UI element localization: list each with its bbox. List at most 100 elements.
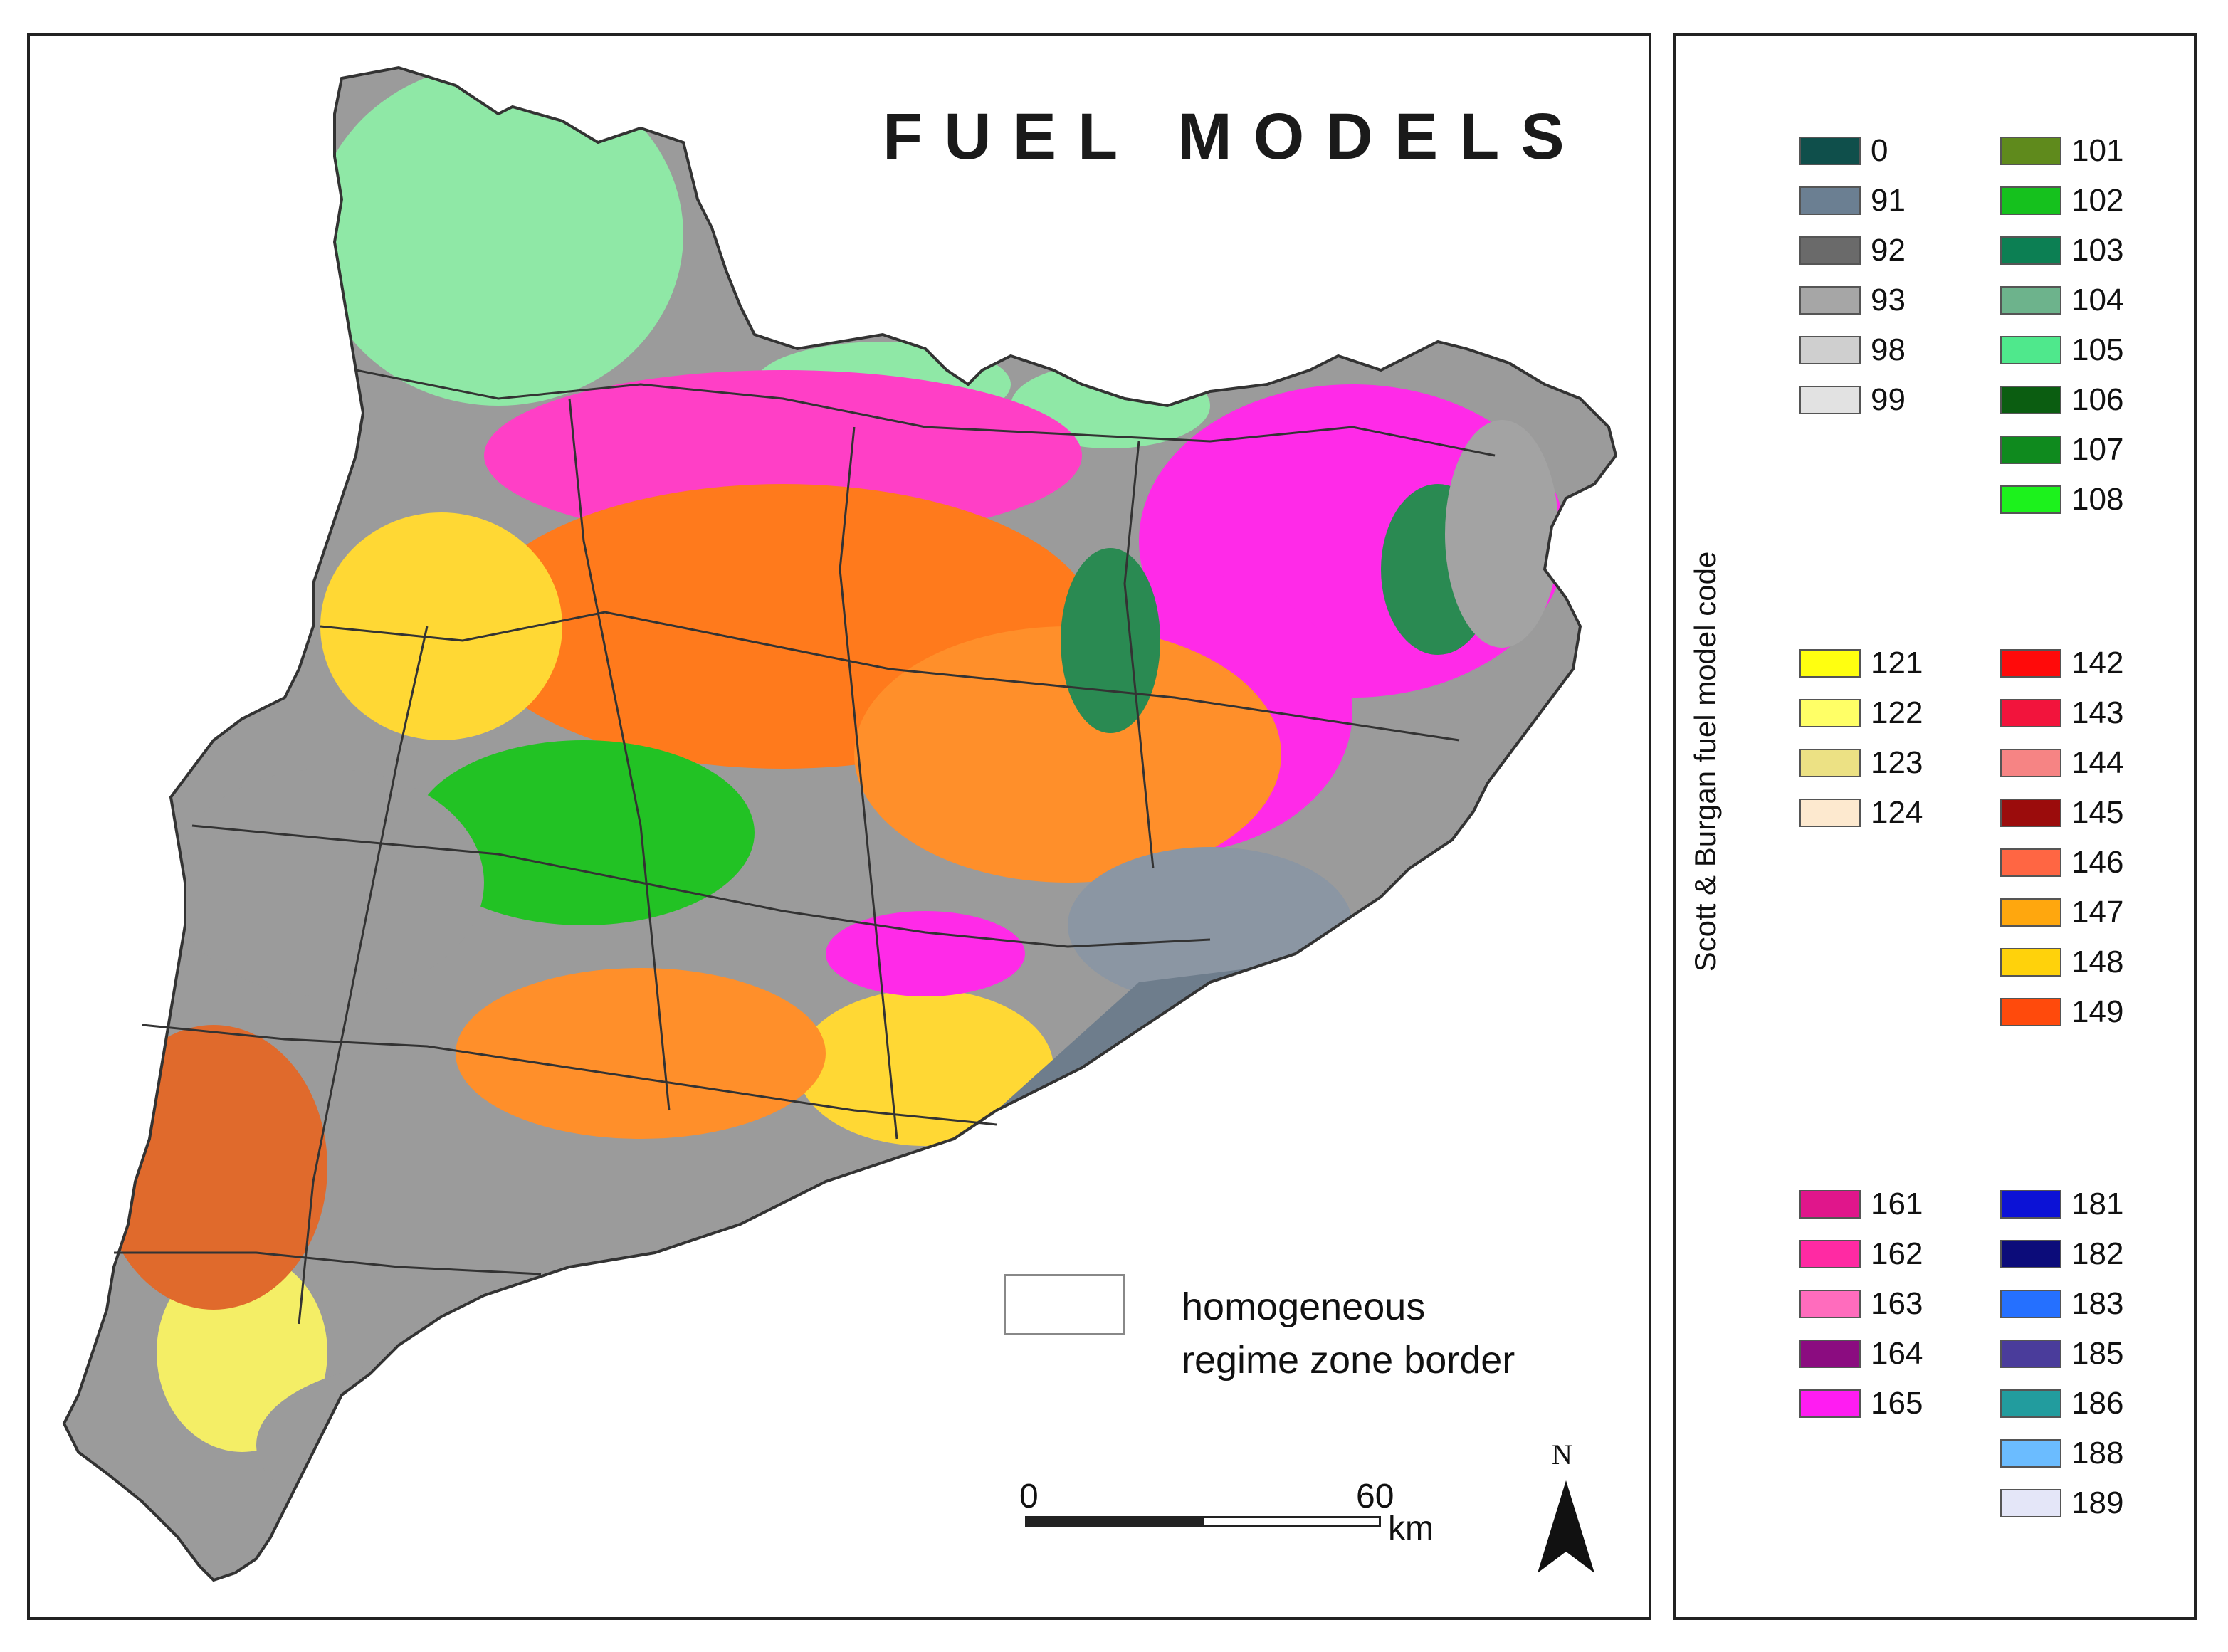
legend-label-0: 0 [1871,133,1888,168]
legend-swatch-106 [2000,386,2061,414]
legend-swatch-104 [2000,286,2061,315]
legend-label-181: 181 [2071,1187,2124,1221]
legend-label-106: 106 [2071,382,2124,417]
legend-swatch-145 [2000,799,2061,827]
legend-label-145: 145 [2071,795,2124,830]
legend-item-189: 189 [2000,1485,2124,1520]
legend-swatch-186 [2000,1389,2061,1418]
legend-swatch-102 [2000,186,2061,215]
legend-item-91: 91 [1799,183,1906,218]
legend-label-102: 102 [2071,183,2124,218]
legend-swatch-164 [1799,1340,1861,1368]
legend-item-0: 0 [1799,133,1888,168]
legend-item-183: 183 [2000,1286,2123,1321]
legend-item-148: 148 [2000,945,2123,979]
legend-swatch-93 [1799,286,1861,315]
legend-item-108: 108 [2000,482,2124,517]
legend-label-149: 149 [2071,994,2124,1029]
legend-item-121: 121 [1799,646,1923,680]
legend-swatch-161 [1799,1190,1861,1219]
legend-label-182: 182 [2071,1236,2124,1271]
legend-swatch-181 [2000,1190,2061,1219]
legend-swatch-189 [2000,1489,2061,1517]
legend-item-123: 123 [1799,745,1923,780]
legend-label-163: 163 [1871,1286,1923,1321]
legend-swatch-163 [1799,1290,1861,1318]
legend-swatch-98 [1799,336,1861,364]
legend-item-92: 92 [1799,233,1906,268]
legend-swatch-165 [1799,1389,1861,1418]
legend-swatch-122 [1799,699,1861,727]
legend-swatch-0 [1799,137,1861,165]
legend-swatch-91 [1799,186,1861,215]
legend-item-188: 188 [2000,1436,2124,1471]
legend-item-124: 124 [1799,795,1923,830]
legend-swatch-107 [2000,436,2061,464]
map-title: FUEL MODELS [883,100,1586,173]
legend-swatch-144 [2000,749,2061,777]
legend-item-93: 93 [1799,283,1906,317]
legend-swatch-105 [2000,336,2061,364]
legend-item-147: 147 [2000,895,2124,930]
legend-label-164: 164 [1871,1336,1923,1371]
legend-item-164: 164 [1799,1336,1923,1371]
legend-label-123: 123 [1871,745,1923,780]
north-arrow-icon [1538,1480,1594,1573]
legend-item-162: 162 [1799,1236,1923,1271]
legend-item-143: 143 [2000,695,2123,730]
legend-swatch-142 [2000,649,2061,678]
legend-item-104: 104 [2000,283,2124,317]
legend-item-182: 182 [2000,1236,2124,1271]
legend-swatch-188 [2000,1439,2061,1468]
legend-item-107: 107 [2000,432,2124,467]
legend-label-189: 189 [2071,1485,2124,1520]
legend-label-185: 185 [2071,1336,2124,1371]
north-label: N [1552,1438,1572,1471]
scale-end-label: 60 [1356,1478,1394,1515]
legend-item-101: 101 [2000,133,2124,168]
legend-swatch-147 [2000,898,2061,927]
legend-swatch-183 [2000,1290,2061,1318]
legend-label-121: 121 [1871,646,1923,680]
legend-label-107: 107 [2071,432,2124,467]
legend-label-142: 142 [2071,646,2124,680]
zone-borders [114,369,1496,1325]
scale-bar-light-segment [1202,1516,1381,1527]
legend-swatch-99 [1799,386,1861,414]
legend-label-161: 161 [1871,1187,1923,1221]
legend-item-181: 181 [2000,1187,2124,1221]
legend-swatch-103 [2000,236,2061,265]
legend-item-149: 149 [2000,994,2124,1029]
legend-item-161: 161 [1799,1187,1923,1221]
legend-item-144: 144 [2000,745,2123,780]
legend-item-146: 146 [2000,845,2124,880]
legend-swatch-108 [2000,485,2061,514]
legend-label-92: 92 [1871,233,1906,268]
legend-item-145: 145 [2000,795,2124,830]
legend-label-147: 147 [2071,895,2124,930]
legend-swatch-124 [1799,799,1861,827]
legend-label-101: 101 [2071,133,2124,168]
legend-label-188: 188 [2071,1436,2124,1471]
legend-item-185: 185 [2000,1336,2124,1371]
legend-item-105: 105 [2000,332,2123,367]
legend-frame [1673,33,2197,1620]
legend-item-186: 186 [2000,1386,2123,1421]
zone-border-legend-swatch [1004,1274,1125,1335]
legend-swatch-149 [2000,998,2061,1026]
legend-item-142: 142 [2000,646,2124,680]
legend-swatch-162 [1799,1240,1861,1268]
legend-label-99: 99 [1871,382,1906,417]
scale-bar-dark-segment [1025,1516,1202,1527]
legend-swatch-182 [2000,1240,2061,1268]
legend-swatch-123 [1799,749,1861,777]
legend-item-122: 122 [1799,695,1923,730]
legend-label-104: 104 [2071,283,2124,317]
zone-border-legend-label-line2: regime zone border [1182,1339,1515,1382]
legend-label-108: 108 [2071,482,2124,517]
legend-item-106: 106 [2000,382,2124,417]
legend-label-93: 93 [1871,283,1906,317]
legend-label-146: 146 [2071,845,2124,880]
legend-swatch-143 [2000,699,2061,727]
